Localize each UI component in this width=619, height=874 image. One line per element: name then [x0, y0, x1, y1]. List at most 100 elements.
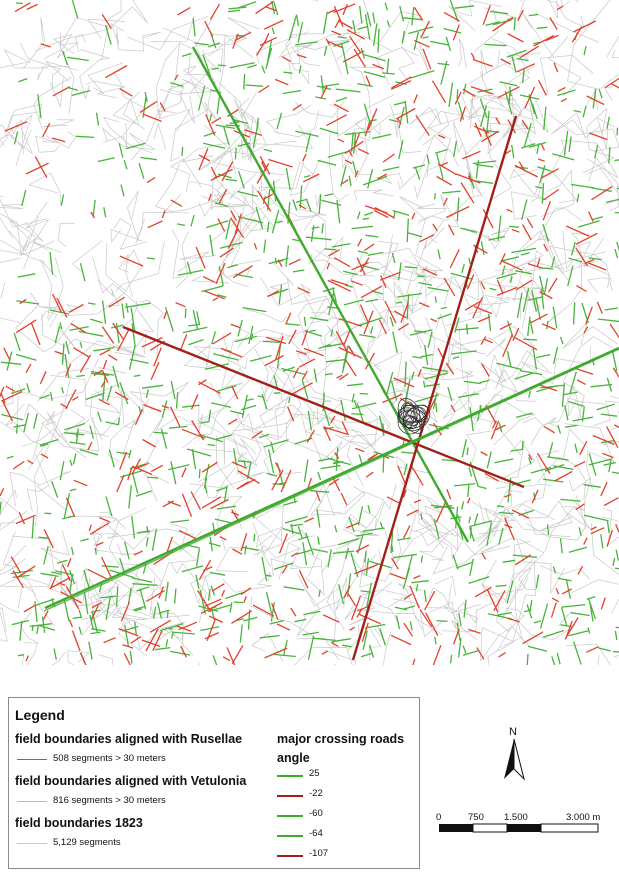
- vetulonia-aligned-segment: [576, 193, 580, 203]
- vetulonia-aligned-segment: [214, 202, 229, 207]
- vetulonia-aligned-segment: [527, 296, 543, 301]
- boundary-1823-segment: [359, 234, 393, 278]
- vetulonia-aligned-segment: [363, 70, 386, 78]
- rusellae-aligned-segment: [334, 18, 341, 29]
- rusellae-aligned-segment: [292, 103, 302, 111]
- boundary-1823-segment: [366, 300, 391, 353]
- boundary-1823-segment: [465, 91, 535, 121]
- rusellae-aligned-segment: [49, 576, 71, 590]
- vetulonia-aligned-segment: [548, 442, 554, 458]
- boundary-1823-segment: [397, 284, 413, 313]
- vetulonia-aligned-segment: [305, 198, 312, 212]
- boundary-1823-segment: [445, 293, 484, 326]
- vetulonia-aligned-segment: [501, 265, 506, 276]
- road-angle-minus107: [351, 115, 518, 661]
- vetulonia-aligned-segment: [198, 468, 201, 479]
- vetulonia-aligned-segment: [468, 467, 473, 477]
- vetulonia-aligned-segment: [244, 545, 247, 555]
- rusellae-aligned-segment: [210, 166, 218, 178]
- boundary-1823-segment: [143, 439, 159, 502]
- boundary-1823-segment: [509, 586, 523, 640]
- rusellae-aligned-segment: [52, 293, 63, 313]
- rusellae-aligned-segment: [470, 85, 494, 95]
- road-angle-25: [44, 346, 619, 610]
- vetulonia-aligned-segment: [63, 493, 71, 518]
- boundary-1823-segment: [3, 49, 49, 69]
- vetulonia-aligned-segment: [273, 375, 278, 389]
- boundary-1823-segment: [478, 509, 547, 535]
- boundary-1823-segment: [498, 266, 548, 309]
- boundary-1823-segment: [204, 101, 218, 122]
- field-boundary-map: [0, 0, 619, 665]
- vetulonia-aligned-segment: [322, 83, 340, 88]
- rusellae-aligned-segment: [263, 193, 274, 200]
- rusellae-aligned-segment: [456, 173, 481, 184]
- vetulonia-aligned-segment: [208, 542, 221, 547]
- boundary-1823-segment: [478, 280, 511, 318]
- rusellae-aligned-segment: [255, 0, 275, 15]
- vetulonia-aligned-segment: [489, 287, 497, 291]
- vetulonia-aligned-segment: [572, 641, 582, 665]
- vetulonia-aligned-segment: [304, 174, 311, 178]
- rusellae-aligned-segment: [446, 489, 452, 500]
- boundary-1823-segment: [467, 115, 500, 121]
- roads-legend-heading: major crossing roads: [277, 732, 405, 746]
- vetulonia-aligned-segment: [318, 194, 322, 214]
- vetulonia-aligned-segment: [192, 452, 197, 470]
- rusellae-aligned-segment: [161, 405, 170, 409]
- vetulonia-aligned-segment: [266, 472, 277, 477]
- vetulonia-aligned-segment: [124, 541, 130, 560]
- rusellae-aligned-segment: [596, 301, 603, 314]
- rusellae-aligned-segment: [504, 517, 516, 541]
- rusellae-aligned-segment: [271, 603, 279, 621]
- boundary-1823-segment: [181, 142, 236, 174]
- vetulonia-aligned-segment: [574, 443, 578, 454]
- boundary-1823-segment: [513, 266, 545, 302]
- rusellae-aligned-segment: [119, 255, 144, 267]
- vetulonia-aligned-segment: [168, 464, 190, 471]
- vetulonia-aligned-segment: [239, 624, 243, 643]
- boundary-1823-segment: [312, 0, 318, 2]
- vetulonia-aligned-segment: [450, 272, 473, 280]
- rusellae-aligned-segment: [100, 380, 106, 388]
- rusellae-aligned-segment: [288, 258, 301, 266]
- vetulonia-aligned-segment: [461, 439, 467, 458]
- rusellae-aligned-segment: [541, 323, 556, 331]
- vetulonia-aligned-segment: [295, 41, 318, 46]
- vetulonia-aligned-segment: [93, 346, 115, 352]
- boundary-1823-segment: [46, 409, 86, 443]
- rusellae-aligned-segment: [73, 479, 88, 487]
- vetulonia-aligned-segment: [405, 554, 414, 580]
- vetulonia-aligned-segment: [528, 390, 532, 398]
- vetulonia-aligned-segment: [119, 381, 129, 405]
- boundary-1823-segment: [367, 113, 402, 134]
- rusellae-aligned-segment: [231, 645, 244, 665]
- boundary-1823-segment: [0, 545, 26, 572]
- rusellae-aligned-segment: [264, 647, 288, 659]
- rusellae-aligned-segment: [323, 426, 331, 442]
- rusellae-aligned-segment: [328, 249, 340, 257]
- rusellae-aligned-segment: [342, 50, 365, 63]
- rusellae-aligned-segment: [134, 408, 144, 426]
- rusellae-aligned-segment: [297, 287, 311, 294]
- vetulonia-aligned-segment: [532, 347, 538, 370]
- vetulonia-aligned-segment: [372, 12, 376, 24]
- rusellae-aligned-segment: [301, 329, 309, 346]
- rusellae-aligned-segment: [66, 557, 72, 567]
- boundary-1823-segment: [296, 638, 339, 661]
- boundary-1823-segment: [537, 207, 584, 271]
- boundary-1823-segment: [41, 313, 132, 348]
- boundary-1823-segment: [255, 31, 310, 64]
- vetulonia-aligned-segment: [267, 449, 275, 474]
- rusellae-aligned-segment: [403, 525, 411, 539]
- boundary-1823-segment: [336, 35, 392, 61]
- boundary-1823-segment: [158, 81, 191, 113]
- boundary-1823-segment: [0, 489, 17, 515]
- vetulonia-aligned-segment: [379, 521, 384, 530]
- vetulonia-aligned-segment: [261, 393, 268, 410]
- rusellae-aligned-segment: [288, 329, 297, 345]
- boundary-1823-segment: [507, 450, 559, 519]
- vetulonia-aligned-segment: [265, 574, 272, 577]
- vetulonia-aligned-segment: [324, 372, 333, 376]
- vetulonia-aligned-segment: [310, 225, 315, 242]
